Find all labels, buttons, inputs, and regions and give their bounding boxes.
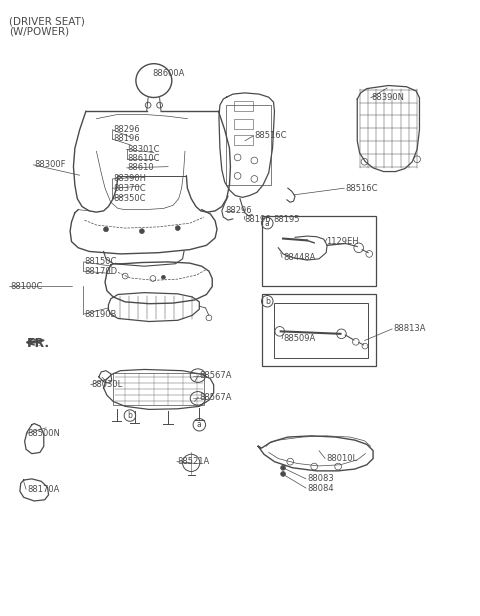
- Text: 1129EH: 1129EH: [326, 237, 359, 246]
- Bar: [226, 105, 271, 185]
- Text: 88296: 88296: [113, 125, 140, 134]
- Text: 88516C: 88516C: [345, 184, 378, 193]
- Text: 88083: 88083: [307, 474, 334, 484]
- Text: 88610: 88610: [128, 163, 154, 172]
- Bar: [234, 136, 253, 145]
- Text: FR.: FR.: [28, 339, 42, 347]
- Text: 88516C: 88516C: [254, 131, 287, 140]
- Text: 88150C: 88150C: [84, 257, 117, 266]
- Circle shape: [175, 225, 180, 230]
- Circle shape: [104, 227, 108, 232]
- Text: 88813A: 88813A: [393, 325, 426, 333]
- Text: 88296: 88296: [226, 206, 252, 216]
- Circle shape: [281, 472, 286, 476]
- Text: a: a: [265, 219, 270, 228]
- Text: 88600A: 88600A: [153, 69, 185, 78]
- Text: 88350C: 88350C: [113, 194, 145, 203]
- Circle shape: [161, 275, 165, 279]
- Text: 88301C: 88301C: [128, 145, 160, 154]
- Text: (DRIVER SEAT): (DRIVER SEAT): [9, 16, 85, 26]
- Text: b: b: [265, 297, 270, 306]
- Bar: [262, 216, 376, 286]
- Bar: [234, 119, 253, 129]
- Text: 88196: 88196: [113, 134, 140, 144]
- Bar: [113, 373, 204, 405]
- Bar: [262, 294, 376, 367]
- Text: 88170A: 88170A: [27, 485, 60, 494]
- Text: 88567A: 88567A: [199, 371, 232, 380]
- Text: 88610C: 88610C: [128, 154, 160, 163]
- Text: 88370C: 88370C: [113, 184, 146, 193]
- Text: 88084: 88084: [307, 484, 334, 493]
- Text: 88567A: 88567A: [199, 392, 232, 402]
- Text: 88100C: 88100C: [10, 282, 43, 291]
- Text: b: b: [128, 411, 132, 420]
- Text: 88300F: 88300F: [34, 160, 66, 169]
- Text: 88170D: 88170D: [84, 267, 118, 275]
- Text: 88390N: 88390N: [372, 93, 405, 102]
- Text: 88195: 88195: [274, 215, 300, 224]
- Text: (W/POWER): (W/POWER): [9, 26, 70, 36]
- Text: FR.: FR.: [27, 336, 50, 349]
- Text: 88190B: 88190B: [84, 310, 117, 318]
- Text: a: a: [197, 420, 202, 429]
- Text: 88196: 88196: [245, 215, 271, 224]
- Text: 88030L: 88030L: [92, 380, 123, 389]
- Bar: [234, 102, 253, 111]
- Circle shape: [140, 229, 144, 233]
- Text: 88448A: 88448A: [283, 253, 315, 262]
- Text: 88521A: 88521A: [178, 457, 210, 466]
- Bar: [275, 303, 368, 359]
- Text: 88390H: 88390H: [113, 174, 146, 184]
- Text: 88500N: 88500N: [27, 429, 60, 438]
- Text: 88010L: 88010L: [326, 454, 357, 463]
- Text: 88509A: 88509A: [283, 334, 315, 343]
- Circle shape: [281, 466, 286, 470]
